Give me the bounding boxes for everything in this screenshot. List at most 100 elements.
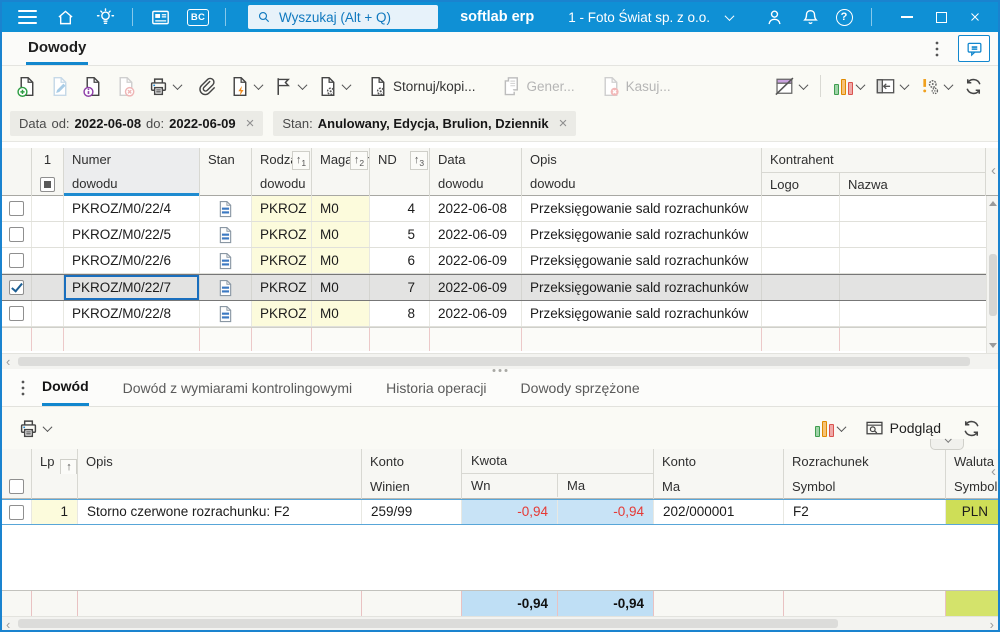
divider — [871, 8, 872, 26]
tab-historia-operacji[interactable]: Historia operacji — [386, 379, 487, 396]
filter-chip-data[interactable]: Data od: 2022-06-08 do: 2022-06-09 × — [10, 111, 264, 136]
cell-numer: PKROZ/M0/22/8 — [64, 301, 200, 326]
row-checkbox[interactable] — [9, 201, 24, 216]
scrollbar-thumb[interactable] — [989, 254, 997, 316]
comments-button[interactable] — [958, 35, 990, 62]
bc-button[interactable]: BC — [183, 2, 213, 32]
settings-warning-button[interactable] — [913, 70, 957, 102]
scrollbar-thumb[interactable] — [18, 619, 838, 628]
scroll-left-icon[interactable]: ‹ — [6, 617, 11, 632]
scroll-up-icon[interactable] — [989, 201, 997, 206]
column-header-numer-dowodu[interactable]: Numer dowodu — [64, 148, 200, 196]
tab-dowody[interactable]: Dowody — [26, 32, 89, 65]
row-checkbox[interactable] — [9, 504, 24, 520]
horizontal-scrollbar[interactable]: ‹ — [2, 353, 998, 369]
global-search-input[interactable]: Wyszukaj (Alt + Q) — [248, 5, 438, 29]
scroll-down-icon[interactable] — [989, 343, 997, 348]
column-header-konto-ma[interactable]: Konto Ma — [654, 449, 784, 499]
news-button[interactable] — [145, 2, 175, 32]
minimize-button[interactable] — [894, 4, 920, 30]
assistant-button[interactable] — [90, 2, 120, 32]
tab-dowod[interactable]: Dowód — [42, 369, 89, 406]
maximize-button[interactable] — [928, 4, 954, 30]
detail-chart-button[interactable] — [810, 412, 850, 444]
column-header-nazwa[interactable]: Nazwa — [848, 177, 888, 192]
column-group-kontrahent[interactable]: Kontrahent Logo Nazwa — [762, 148, 986, 196]
document-info-button[interactable] — [76, 70, 109, 102]
column-header-stan[interactable]: Stan — [200, 148, 252, 196]
panel-layout-button[interactable] — [869, 70, 913, 102]
column-group-kwota[interactable]: Kwota Wn Ma — [462, 449, 654, 499]
column-header-nd[interactable]: ND ↑ 3 — [370, 148, 430, 196]
flag-button[interactable] — [267, 70, 311, 102]
comment-icon — [965, 39, 984, 58]
refresh-button[interactable] — [957, 70, 990, 102]
clear-filter-button[interactable] — [768, 70, 812, 102]
close-button[interactable] — [962, 4, 988, 30]
cell-numer-focused[interactable]: PKROZ/M0/22/7 — [64, 275, 200, 300]
company-selector[interactable]: 1 - Foto Świat sp. z o.o. — [568, 10, 735, 25]
row-checkbox[interactable] — [9, 280, 24, 295]
splitter-grip[interactable] — [492, 369, 508, 372]
detail-more-options-icon[interactable] — [12, 377, 34, 399]
quick-post-button[interactable] — [223, 70, 267, 102]
remove-filter-icon[interactable]: × — [245, 115, 255, 132]
home-button[interactable] — [50, 2, 80, 32]
print-button[interactable] — [142, 70, 186, 102]
table-row[interactable]: PKROZ/M0/22/5 PKROZ M0 5 2022-06-09 Prze… — [2, 222, 986, 248]
detail-select-all-checkbox[interactable] — [9, 479, 24, 494]
scroll-columns-left-icon[interactable]: ‹ — [991, 463, 996, 480]
chevron-down-icon — [341, 79, 352, 90]
help-button[interactable]: ? — [829, 2, 859, 32]
add-document-button[interactable] — [10, 70, 43, 102]
column-header-lp[interactable]: Lp ↑ — [32, 449, 78, 499]
chart-button[interactable] — [829, 70, 869, 102]
select-all-checkbox[interactable] — [40, 176, 55, 192]
stornuj-kopiuj-button[interactable]: Stornuj/kopi... — [361, 70, 481, 102]
menu-button[interactable] — [12, 2, 42, 32]
cell-rodzaj: PKROZ — [252, 196, 312, 221]
column-header-opis[interactable]: Opis — [78, 449, 362, 499]
notifications-button[interactable] — [795, 2, 825, 32]
collapse-panel-button[interactable] — [930, 435, 964, 450]
document-operations-button[interactable] — [311, 70, 355, 102]
table-row[interactable]: PKROZ/M0/22/8 PKROZ M0 8 2022-06-09 Prze… — [2, 301, 986, 327]
scroll-right-icon[interactable]: › — [989, 617, 994, 632]
row-checkbox[interactable] — [9, 253, 24, 268]
more-options-icon[interactable] — [926, 38, 948, 60]
column-header-magazyn[interactable]: Magazyn ↑ 2 — [312, 148, 370, 196]
scrollbar-thumb[interactable] — [18, 357, 970, 366]
column-header-waluta[interactable]: Waluta Symbol — [954, 454, 998, 494]
vertical-scrollbar[interactable] — [986, 196, 998, 353]
column-header-rodzaj-dowodu[interactable]: Rodzaj dowodu ↑ 1 — [252, 148, 312, 196]
attachments-button[interactable] — [190, 70, 223, 102]
cell-logo — [762, 301, 840, 326]
column-header-rozrachunek[interactable]: Rozrachunek Symbol — [784, 449, 946, 499]
filter-chip-stan[interactable]: Stan: Anulowany, Edycja, Brulion, Dzienn… — [273, 111, 577, 136]
scroll-columns-left-icon[interactable]: ‹ — [991, 162, 996, 179]
delete-document-button[interactable] — [109, 70, 142, 102]
tab-dowod-wymiary[interactable]: Dowód z wymiarami kontrolingowymi — [122, 379, 353, 396]
column-header-data-dowodu[interactable]: Data dowodu — [430, 148, 522, 196]
detail-table-row[interactable]: 1 Storno czerwone rozrachunku: F2 259/99… — [2, 499, 998, 525]
detail-print-button[interactable] — [12, 412, 56, 444]
kasuj-button[interactable]: Kasuj... — [594, 70, 676, 102]
scroll-left-icon[interactable]: ‹ — [6, 354, 11, 369]
tab-dowody-sprzezone[interactable]: Dowody sprzężone — [520, 379, 640, 396]
column-header-opis-dowodu[interactable]: Opis dowodu — [522, 148, 762, 196]
edit-document-button[interactable] — [43, 70, 76, 102]
table-row-selected[interactable]: PKROZ/M0/22/7 PKROZ M0 7 2022-06-09 Prze… — [2, 274, 986, 301]
column-header-logo[interactable]: Logo — [762, 173, 840, 196]
table-row[interactable]: PKROZ/M0/22/4 PKROZ M0 4 2022-06-08 Prze… — [2, 196, 986, 222]
podglad-button[interactable]: Podgląd — [864, 418, 941, 439]
column-header-ma[interactable]: Ma — [567, 478, 586, 493]
row-checkbox[interactable] — [9, 306, 24, 321]
column-header-konto-winien[interactable]: Konto Winien — [362, 449, 462, 499]
table-row[interactable]: PKROZ/M0/22/6 PKROZ M0 6 2022-06-09 Prze… — [2, 248, 986, 274]
column-header-wn[interactable]: Wn — [462, 474, 558, 497]
detail-horizontal-scrollbar[interactable]: ‹ › — [2, 616, 998, 630]
user-button[interactable] — [759, 2, 789, 32]
row-checkbox[interactable] — [9, 227, 24, 242]
generuj-button[interactable]: Gener... — [495, 70, 580, 102]
remove-filter-icon[interactable]: × — [558, 115, 568, 132]
